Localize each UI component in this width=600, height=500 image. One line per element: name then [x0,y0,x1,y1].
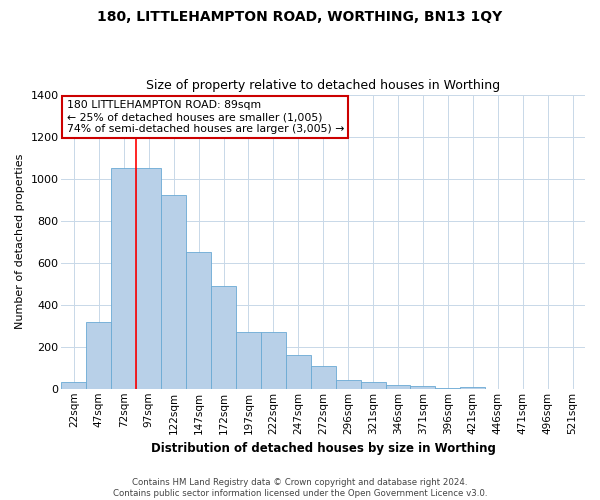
Bar [136,168,161,389]
Bar [186,252,211,389]
Bar [86,322,112,389]
X-axis label: Distribution of detached houses by size in Worthing: Distribution of detached houses by size … [151,442,496,455]
Bar [261,332,286,389]
Bar [61,382,86,389]
Bar [386,384,410,389]
Text: Contains HM Land Registry data © Crown copyright and database right 2024.
Contai: Contains HM Land Registry data © Crown c… [113,478,487,498]
Bar [460,386,485,389]
Bar [335,380,361,389]
Bar [311,366,335,389]
Bar [112,168,136,389]
Y-axis label: Number of detached properties: Number of detached properties [15,154,25,330]
Text: 180 LITTLEHAMPTON ROAD: 89sqm
← 25% of detached houses are smaller (1,005)
74% o: 180 LITTLEHAMPTON ROAD: 89sqm ← 25% of d… [67,100,344,134]
Bar [410,386,436,389]
Bar [161,196,186,389]
Text: 180, LITTLEHAMPTON ROAD, WORTHING, BN13 1QY: 180, LITTLEHAMPTON ROAD, WORTHING, BN13 … [97,10,503,24]
Title: Size of property relative to detached houses in Worthing: Size of property relative to detached ho… [146,79,500,92]
Bar [361,382,386,389]
Bar [236,332,261,389]
Bar [436,388,460,389]
Bar [286,355,311,389]
Bar [211,286,236,389]
